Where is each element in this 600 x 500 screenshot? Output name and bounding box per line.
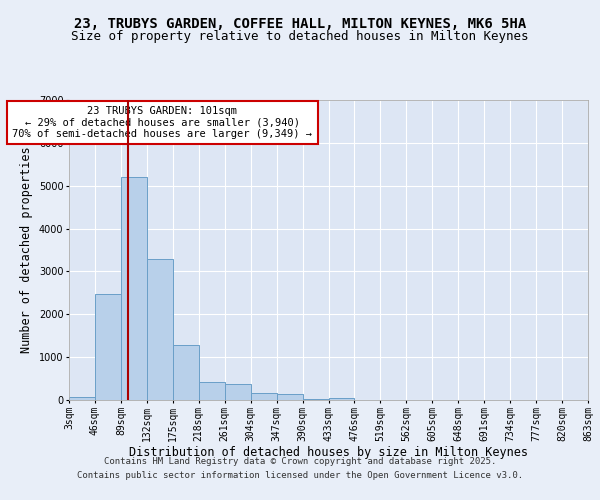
- Y-axis label: Number of detached properties: Number of detached properties: [20, 146, 33, 354]
- Bar: [225, 384, 251, 400]
- Bar: [277, 394, 302, 400]
- Text: 23, TRUBYS GARDEN, COFFEE HALL, MILTON KEYNES, MK6 5HA: 23, TRUBYS GARDEN, COFFEE HALL, MILTON K…: [74, 18, 526, 32]
- Text: 23 TRUBYS GARDEN: 101sqm
← 29% of detached houses are smaller (3,940)
70% of sem: 23 TRUBYS GARDEN: 101sqm ← 29% of detach…: [13, 106, 313, 139]
- Text: Size of property relative to detached houses in Milton Keynes: Size of property relative to detached ho…: [71, 30, 529, 43]
- Bar: [251, 393, 277, 400]
- Bar: [95, 294, 121, 400]
- Text: Contains public sector information licensed under the Open Government Licence v3: Contains public sector information licen…: [77, 471, 523, 480]
- Bar: [173, 345, 199, 400]
- Bar: [329, 398, 355, 400]
- Bar: [302, 399, 329, 400]
- X-axis label: Distribution of detached houses by size in Milton Keynes: Distribution of detached houses by size …: [129, 446, 528, 460]
- Bar: [147, 258, 173, 400]
- Bar: [199, 382, 224, 400]
- Text: Contains HM Land Registry data © Crown copyright and database right 2025.: Contains HM Land Registry data © Crown c…: [104, 458, 496, 466]
- Bar: [121, 177, 147, 400]
- Bar: [69, 396, 95, 400]
